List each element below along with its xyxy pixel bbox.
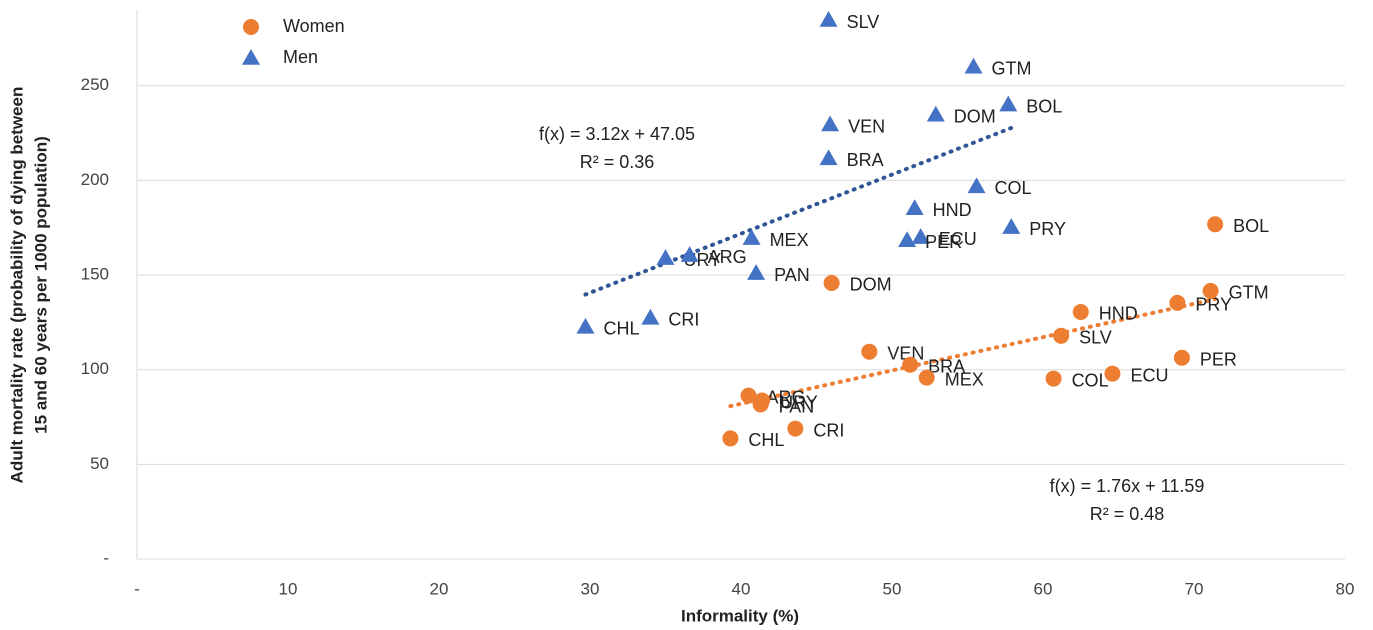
point	[823, 274, 840, 291]
point	[1053, 327, 1070, 344]
point	[905, 199, 924, 215]
trendline-equation: f(x) = 1.76x + 11.59	[1050, 476, 1205, 496]
point	[902, 356, 919, 373]
x-tick-label: 70	[1185, 579, 1204, 598]
point-label: PER	[925, 232, 962, 252]
x-tick-label: 80	[1336, 579, 1355, 598]
point	[821, 115, 840, 132]
point	[911, 228, 930, 244]
point-label: ECU	[939, 229, 977, 249]
point	[747, 264, 766, 280]
point-label: BRA	[847, 150, 884, 170]
point-label: SLV	[1079, 328, 1112, 348]
point-label: SLV	[847, 12, 880, 32]
x-tick-label: 30	[581, 579, 600, 598]
point	[898, 231, 917, 247]
point-label: VEN	[887, 343, 924, 363]
point-label: CRI	[813, 420, 844, 440]
point	[964, 57, 983, 74]
trendline-equation: f(x) = 3.12x + 47.05	[539, 124, 695, 144]
point	[680, 246, 699, 262]
point-label: ECU	[1130, 365, 1168, 385]
point-label: DOM	[850, 275, 892, 295]
y-tick-label: 50	[90, 454, 109, 473]
x-tick-label: 50	[883, 579, 902, 598]
point-label: HND	[1099, 304, 1138, 324]
x-tick-label: 60	[1034, 579, 1053, 598]
point	[1072, 303, 1089, 320]
trendline-r2: R² = 0.48	[1090, 504, 1165, 524]
point	[1104, 365, 1121, 382]
point	[967, 177, 986, 194]
y-tick-label: 150	[81, 265, 109, 284]
y-tick-label: 100	[81, 359, 109, 378]
y-tick-label: -	[103, 548, 109, 567]
point-label: GTM	[992, 59, 1032, 79]
point	[1169, 294, 1186, 311]
x-tick-label: 40	[732, 579, 751, 598]
point	[641, 308, 660, 325]
point-label: CHL	[603, 319, 639, 339]
point-label: CHL	[748, 430, 784, 450]
y-axis-title-line: Adult mortality rate (probability of dyi…	[7, 87, 26, 484]
x-tick-label: 20	[430, 579, 449, 598]
point-label: PAN	[779, 396, 815, 416]
y-tick-label: 200	[81, 170, 109, 189]
x-tick-label: -	[134, 579, 140, 598]
point	[1202, 282, 1219, 299]
point	[740, 387, 757, 404]
point	[787, 420, 804, 437]
point-label: GTM	[1229, 283, 1269, 303]
point-label: URY	[780, 392, 818, 412]
point	[861, 343, 878, 360]
point-label: PRY	[1029, 219, 1066, 239]
point-label: PER	[1200, 350, 1237, 370]
point-label: BOL	[1233, 216, 1269, 236]
point-label: ARG	[708, 247, 747, 267]
trendline	[728, 297, 1218, 409]
y-tick-label: 250	[81, 75, 109, 94]
point-label: COL	[995, 178, 1032, 198]
point	[926, 105, 945, 122]
y-axis-title-line: 15 and 60 years per 1000 population)	[31, 136, 50, 434]
point	[656, 249, 675, 265]
point	[1045, 370, 1062, 387]
point-label: ARG	[767, 387, 806, 407]
point	[1002, 218, 1021, 234]
point-label: CRI	[668, 310, 699, 330]
point-label: MEX	[770, 230, 809, 250]
point	[819, 11, 838, 27]
point	[752, 396, 769, 413]
point	[819, 149, 838, 166]
point-label: HND	[933, 200, 972, 220]
point	[999, 95, 1018, 112]
point-label: PRY	[1195, 295, 1232, 315]
trendline-r2: R² = 0.36	[580, 152, 655, 172]
legend-marker	[242, 49, 260, 65]
point-label: COL	[1072, 370, 1109, 390]
point-label: BOL	[1026, 96, 1062, 116]
x-tick-label: 10	[279, 579, 298, 598]
point	[918, 369, 935, 386]
legend-marker	[243, 19, 259, 35]
point	[742, 229, 761, 245]
point-label: MEX	[945, 369, 984, 389]
point-label: VEN	[848, 116, 885, 136]
point-label: DOM	[954, 106, 996, 126]
point	[1207, 216, 1224, 233]
point-label: PAN	[774, 265, 810, 285]
point	[576, 317, 595, 334]
y-axis-title: Adult mortality rate (probability of dyi…	[7, 87, 50, 484]
legend-label: Men	[283, 47, 318, 67]
legend-label: Women	[283, 16, 345, 36]
x-axis-title: Informality (%)	[681, 606, 799, 625]
point-label: BRA	[928, 357, 965, 377]
point	[1173, 349, 1190, 366]
point	[722, 430, 739, 447]
